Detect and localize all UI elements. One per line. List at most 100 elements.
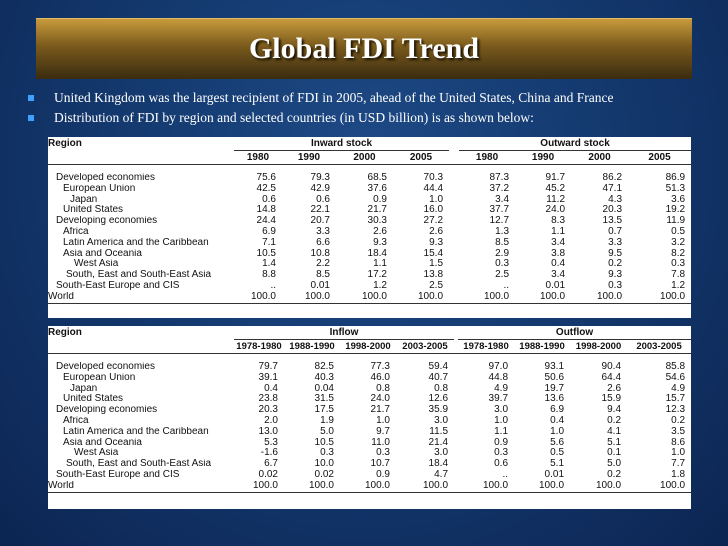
cell-value: 9.4 (607, 405, 622, 416)
cell-value: 10.7 (370, 459, 390, 470)
cell-value: 0.6 (262, 194, 276, 205)
cell-value: 3.5 (671, 426, 686, 437)
bullet-square-icon (28, 95, 34, 101)
column-header: 1978-1980 (458, 339, 515, 354)
cell-value: 0.3 (495, 259, 510, 270)
cell-value: 45.2 (545, 183, 566, 194)
cell-value: 8.8 (262, 270, 276, 281)
cell-value: 3.2 (671, 237, 686, 248)
cell-value: 0.5 (671, 226, 686, 237)
cell-value: 86.9 (665, 173, 686, 183)
cell-value: 18.4 (367, 248, 387, 259)
row-label: World (48, 291, 234, 304)
cell-value: 46.0 (370, 372, 390, 383)
cell-value: 22.1 (310, 205, 330, 216)
cell-value: 91.7 (545, 173, 566, 183)
cell-value: 2.6 (373, 226, 387, 237)
cell-value: 24.0 (545, 205, 566, 216)
cell-value: 0.02 (314, 469, 334, 480)
cell-value: 50.6 (544, 372, 565, 383)
row-label: West Asia (74, 448, 119, 459)
cell-value: 0.04 (314, 383, 334, 394)
cell-value: 100.0 (459, 291, 516, 304)
group-header-inflow: Inflow (234, 326, 455, 340)
cell-value: 5.6 (550, 437, 565, 448)
row-label: Developing economies (56, 405, 158, 416)
bullet-list: United Kingdom was the largest recipient… (28, 89, 718, 129)
column-header: 1998-2000 (570, 339, 628, 354)
cell-value: 5.0 (607, 459, 622, 470)
cell-value: 17.2 (367, 270, 387, 281)
table-row: South-East Europe and CIS.. 0.01 1.2 2.5.. 0… (48, 281, 691, 292)
table-body: Developed economies 75.6 79.3 68.5 70.3 87.3 9… (48, 173, 692, 304)
row-label: United States (63, 394, 124, 405)
bullet-square-icon (28, 115, 34, 121)
row-label: South-East Europe and CIS (56, 469, 180, 480)
cell-value: 3.0 (494, 405, 509, 416)
cell-value: 0.9 (373, 194, 387, 205)
cell-value: 75.6 (256, 173, 276, 183)
cell-value: 82.5 (314, 362, 334, 372)
row-label: European Union (63, 183, 136, 194)
cell-value: 0.01 (545, 280, 566, 291)
cell-value: 21.7 (370, 405, 390, 416)
column-header: 1990 (515, 150, 572, 165)
cell-value: 44.8 (488, 372, 509, 383)
cell-value: 44.4 (423, 183, 444, 194)
cell-value: .. (502, 469, 509, 480)
cell-value: 0.3 (320, 448, 334, 459)
cell-value: 3.6 (671, 194, 686, 205)
cell-value: 93.1 (544, 362, 565, 372)
row-label: European Union (63, 372, 136, 383)
cell-value: 1.1 (551, 226, 566, 237)
cell-value: 9.7 (376, 426, 390, 437)
row-label: Developed economies (56, 173, 155, 183)
cell-value: 70.3 (423, 173, 444, 183)
cell-value: 23.8 (258, 394, 278, 405)
cell-value: 1.2 (373, 280, 387, 291)
column-header: 2000 (336, 150, 393, 165)
cell-value: 4.1 (607, 426, 622, 437)
cell-value: 37.7 (489, 205, 510, 216)
table-row: West Asia -1.6 0.3 0.3 3.0 0.3 0.5 0.1 1.0 (48, 448, 691, 459)
table-row: United States 14.8 22.1 21.7 16.0 37.7 24.0 20.… (48, 205, 691, 216)
cell-value: 0.9 (376, 469, 390, 480)
column-header: 1988-1990 (514, 339, 571, 354)
cell-value: 0.5 (550, 448, 565, 459)
cell-value: 100.0 (284, 480, 340, 493)
row-label: Developed economies (56, 362, 155, 372)
fdi-stock-table: Region Inward stock Outward stock 1980 1… (48, 137, 692, 318)
cell-value: 1.3 (495, 226, 510, 237)
cell-value: 100.0 (396, 480, 455, 493)
cell-value: .. (270, 280, 276, 291)
row-label: Asia and Oceania (63, 437, 142, 448)
table-row: Developed economies 79.7 82.5 77.3 59.4 97.0 9… (48, 362, 691, 373)
table-body: Developed economies 79.7 82.5 77.3 59.4 97.0 9… (48, 362, 692, 493)
bullet-item: United Kingdom was the largest recipient… (28, 89, 718, 109)
cell-value: 9.3 (608, 270, 623, 281)
cell-value: 0.8 (434, 383, 449, 394)
cell-value: 1.9 (320, 415, 334, 426)
cell-value: 37.2 (489, 183, 510, 194)
cell-value: 8.3 (551, 216, 566, 227)
cell-value: 0.02 (258, 469, 278, 480)
title-bar: Global FDI Trend (36, 18, 692, 79)
region-header: Region (48, 138, 82, 150)
cell-value: 5.1 (607, 437, 622, 448)
column-header: 2005 (393, 150, 450, 165)
cell-value: 100.0 (234, 291, 282, 304)
cell-value: 2.5 (429, 280, 444, 291)
cell-value: 11.5 (429, 426, 449, 437)
cell-value: 86.2 (602, 173, 623, 183)
row-label: United States (63, 205, 124, 216)
cell-value: 10.0 (314, 459, 334, 470)
cell-value: 79.7 (258, 362, 278, 372)
cell-value: 6.7 (264, 459, 278, 470)
cell-value: 3.8 (551, 248, 566, 259)
column-header: 2005 (628, 150, 692, 165)
cell-value: 2.6 (429, 226, 444, 237)
cell-value: 0.6 (316, 194, 330, 205)
cell-value: 6.9 (262, 226, 276, 237)
cell-value: 10.8 (310, 248, 330, 259)
cell-value: 5.1 (550, 459, 565, 470)
